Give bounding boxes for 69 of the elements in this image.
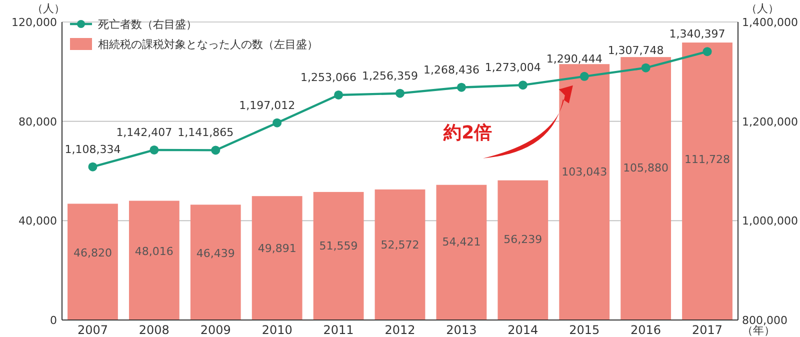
data-label: 56,239 (504, 232, 542, 246)
data-label: 1,290,444 (546, 52, 602, 66)
data-label: 52,572 (380, 238, 420, 252)
x-tick-label: 2014 (508, 323, 538, 337)
x-axis-title: （年） (742, 324, 775, 337)
data-label: 51,559 (319, 240, 358, 253)
data-label: 103,043 (562, 166, 608, 179)
bar (252, 196, 302, 320)
point (334, 90, 344, 100)
legend-label: 相続税の課税対象となった人の数（左目盛） (98, 38, 318, 51)
x-tick-label: 2008 (138, 323, 170, 337)
annotation: 約2倍 (442, 122, 492, 144)
legend-label: 死亡者数（右目盛） (98, 18, 197, 31)
bar (620, 57, 672, 320)
data-label: 54,421 (442, 236, 481, 249)
bar (436, 184, 487, 320)
point (88, 162, 98, 172)
data-label: 1,142,407 (116, 126, 172, 139)
point (518, 80, 528, 90)
y-axis-title: （人） (32, 2, 65, 15)
point (580, 72, 589, 81)
y-tick-label: 40,000 (18, 214, 57, 228)
x-tick-label: 2015 (569, 323, 600, 337)
bar (313, 192, 364, 320)
x-tick-label: 2013 (446, 323, 477, 337)
data-label: 1,256,359 (362, 69, 418, 82)
bar (374, 189, 426, 320)
x-tick-label: 2009 (200, 323, 231, 337)
bar (682, 42, 732, 320)
bar (498, 180, 548, 320)
x-tick-label: 2010 (262, 323, 292, 337)
y-tick-label: 120,000 (12, 16, 57, 29)
data-label: 1,141,865 (178, 126, 234, 140)
x-tick-label: 2012 (384, 323, 416, 337)
y2-tick-label: 1,000,000 (742, 214, 798, 228)
bar (68, 204, 118, 320)
data-label: 46,439 (196, 247, 235, 260)
y2-tick-label: 800,000 (742, 314, 788, 327)
data-label: 1,268,436 (423, 63, 480, 76)
point (211, 146, 220, 155)
point (150, 145, 159, 154)
x-tick-label: 2017 (692, 323, 723, 337)
x-tick-label: 2007 (77, 323, 108, 337)
bar (128, 200, 180, 320)
data-label: 48,016 (134, 244, 174, 258)
point (272, 118, 282, 128)
point (702, 47, 712, 56)
bar (190, 204, 241, 320)
point (641, 63, 650, 72)
data-label: 49,891 (258, 242, 296, 256)
data-label: 1,273,004 (484, 61, 541, 74)
data-label: 105,880 (623, 162, 669, 174)
y2-axis-title: （人） (746, 2, 779, 15)
data-label: 1,253,066 (300, 70, 357, 84)
y-tick-label: 80,000 (18, 115, 57, 128)
data-label: 46,820 (73, 246, 112, 260)
point (456, 82, 466, 92)
data-label: 111,728 (684, 153, 730, 166)
x-tick-label: 2011 (323, 323, 354, 337)
data-label: 1,307,748 (608, 44, 664, 57)
point (396, 88, 404, 98)
x-tick-label: 2016 (630, 323, 662, 337)
data-label: 1,340,397 (669, 28, 726, 41)
y2-tick-label: 1,400,000 (742, 16, 798, 29)
bar (559, 64, 610, 320)
y-tick-label: 0 (50, 314, 57, 327)
data-label: 1,197,012 (239, 98, 296, 112)
y2-tick-label: 1,200,000 (742, 115, 798, 128)
data-label: 1,108,334 (64, 142, 121, 156)
